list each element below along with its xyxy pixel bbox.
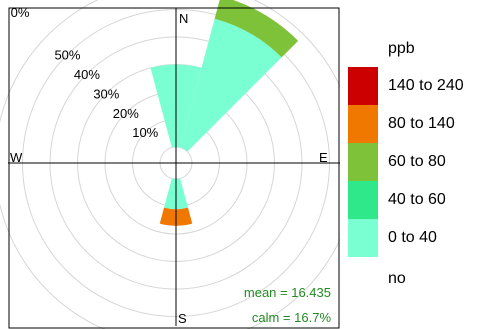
legend-swatch: [348, 219, 378, 257]
legend-label: 140 to 240: [388, 77, 464, 94]
legend-swatch: [348, 143, 378, 181]
radial-tick-labels: 10% 20% 30% 40% 50% 0%: [11, 5, 159, 140]
legend-label: 80 to 140: [388, 115, 455, 132]
radial-tick-label: 20%: [113, 106, 139, 121]
calm-stat: calm = 16.7%: [252, 310, 332, 325]
compass-west: W: [10, 150, 23, 165]
radial-tick-label: 30%: [93, 86, 119, 101]
wind-sector-segment: [180, 18, 282, 152]
plot-border: [8, 7, 340, 329]
mean-stat: mean = 16.435: [244, 285, 331, 300]
compass-axes: N E S W: [8, 8, 340, 326]
compass-north: N: [179, 11, 188, 26]
radial-tick-label: 0%: [11, 5, 30, 20]
wind-sectors: [150, 0, 299, 226]
wind-sector-segment: [214, 0, 299, 58]
legend-label: 0 to 40: [388, 229, 437, 246]
radial-tick-label: 40%: [74, 67, 100, 82]
legend-swatch: [348, 67, 378, 105]
radial-tick-label: 50%: [54, 47, 80, 62]
compass-east: E: [319, 150, 328, 165]
compass-south: S: [178, 311, 187, 326]
legend-swatch: [348, 181, 378, 219]
radial-tick-label: 10%: [132, 125, 158, 140]
legend-label: 40 to 60: [388, 191, 446, 208]
legend-label: 60 to 80: [388, 153, 446, 170]
legend-swatch: [348, 105, 378, 143]
legend-no-label: no: [388, 270, 406, 287]
legend-title: ppb: [388, 40, 415, 57]
wind-rose-plot: N E S W 10%20%30%40%50%0% mean = 16.435 …: [0, 0, 340, 329]
